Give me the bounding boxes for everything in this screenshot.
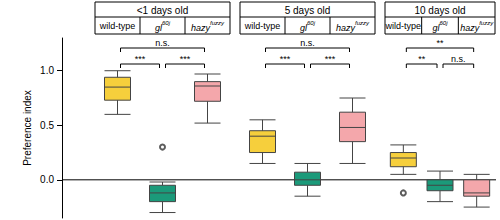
svg-text:10 days old: 10 days old — [414, 5, 465, 16]
svg-text:<1 days old: <1 days old — [137, 5, 188, 16]
svg-text:hazy: hazy — [460, 23, 480, 33]
svg-text:wild-type: wild-type — [385, 21, 422, 31]
svg-text:gl: gl — [432, 22, 440, 33]
svg-text:gl: gl — [300, 22, 307, 33]
svg-text:Preference index: Preference index — [22, 90, 33, 166]
svg-text:fuzzy: fuzzy — [210, 20, 225, 26]
svg-text:***: *** — [180, 54, 191, 64]
svg-text:wild-type: wild-type — [99, 21, 136, 31]
svg-text:hazy: hazy — [336, 23, 356, 33]
svg-text:n.s.: n.s. — [300, 38, 315, 48]
svg-text:60j: 60j — [162, 20, 171, 26]
svg-text:***: *** — [280, 54, 291, 64]
svg-text:n.s.: n.s. — [451, 54, 466, 64]
svg-text:gl: gl — [155, 22, 162, 33]
svg-text:***: *** — [325, 54, 336, 64]
svg-text:1.0: 1.0 — [40, 65, 54, 76]
svg-text:5 days old: 5 days old — [285, 5, 331, 16]
svg-text:60j: 60j — [439, 20, 448, 26]
svg-text:0.0: 0.0 — [40, 174, 54, 185]
svg-text:fuzzy: fuzzy — [355, 20, 370, 26]
svg-text:**: ** — [418, 54, 426, 64]
svg-text:wild-type: wild-type — [244, 21, 281, 31]
svg-text:fuzzy: fuzzy — [479, 20, 494, 26]
svg-text:**: ** — [436, 38, 444, 48]
svg-text:hazy: hazy — [191, 23, 211, 33]
svg-text:n.s.: n.s. — [155, 38, 170, 48]
svg-text:0.5: 0.5 — [40, 120, 54, 131]
svg-text:60j: 60j — [307, 20, 316, 26]
svg-text:***: *** — [135, 54, 146, 64]
